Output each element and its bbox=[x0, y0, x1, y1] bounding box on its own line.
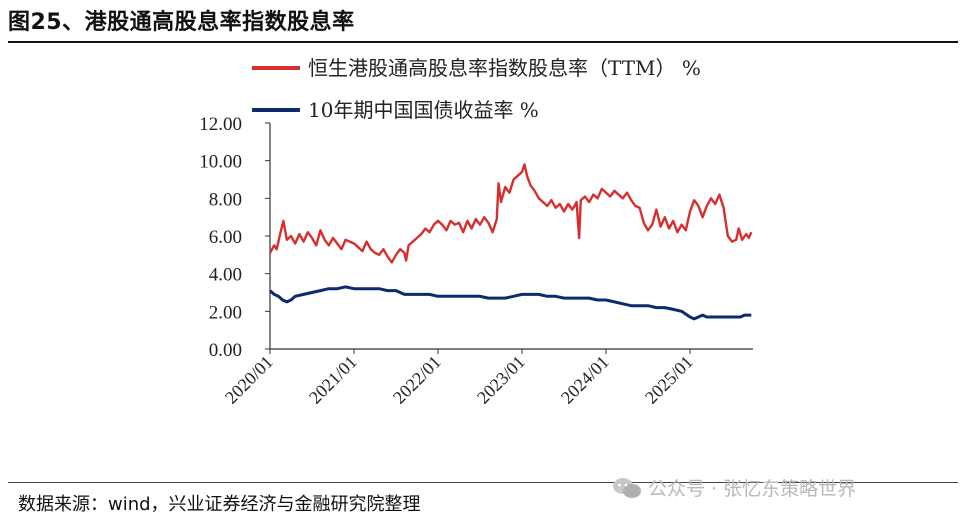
y-tick-label: 10.00 bbox=[199, 152, 242, 173]
series-line-bond-yield bbox=[268, 285, 752, 321]
data-source-note: 数据来源：wind，兴业证券经济与金融研究院整理 bbox=[18, 494, 421, 515]
legend: 恒生港股通高股息率指数股息率（TTM） % 10年期中国国债收益率 % bbox=[252, 56, 701, 122]
series-group bbox=[268, 163, 753, 321]
y-tick-label: 4.00 bbox=[209, 265, 242, 286]
legend-label-dividend-yield: 恒生港股通高股息率指数股息率（TTM） % bbox=[308, 56, 701, 80]
x-tick-label: 2022/01 bbox=[389, 352, 445, 408]
x-tick-label: 2025/01 bbox=[641, 352, 697, 408]
chart-svg: 恒生港股通高股息率指数股息率（TTM） % 10年期中国国债收益率 % 0.00… bbox=[199, 56, 753, 408]
watermark: 公众号 · 张忆东策略世界 bbox=[612, 474, 856, 501]
watermark-text: 公众号 · 张忆东策略世界 bbox=[648, 478, 857, 500]
x-tick-label: 2024/01 bbox=[557, 352, 613, 408]
bottom-rule bbox=[8, 482, 958, 483]
y-tick-label: 2.00 bbox=[209, 302, 242, 323]
top-rule bbox=[8, 41, 958, 43]
x-tick-label: 2021/01 bbox=[305, 352, 361, 408]
wechat-logo-icon bbox=[613, 477, 641, 498]
y-tick-label: 0.00 bbox=[209, 340, 242, 361]
y-tick-label: 6.00 bbox=[209, 227, 242, 248]
y-tick-label: 8.00 bbox=[209, 189, 242, 210]
y-tick-label: 12.00 bbox=[199, 114, 242, 135]
figure-title: 图25、港股通高股息率指数股息率 bbox=[8, 10, 355, 35]
series-line-dividend-yield bbox=[268, 163, 753, 264]
legend-label-bond-yield: 10年期中国国债收益率 % bbox=[308, 98, 539, 122]
x-tick-label: 2023/01 bbox=[473, 352, 529, 408]
